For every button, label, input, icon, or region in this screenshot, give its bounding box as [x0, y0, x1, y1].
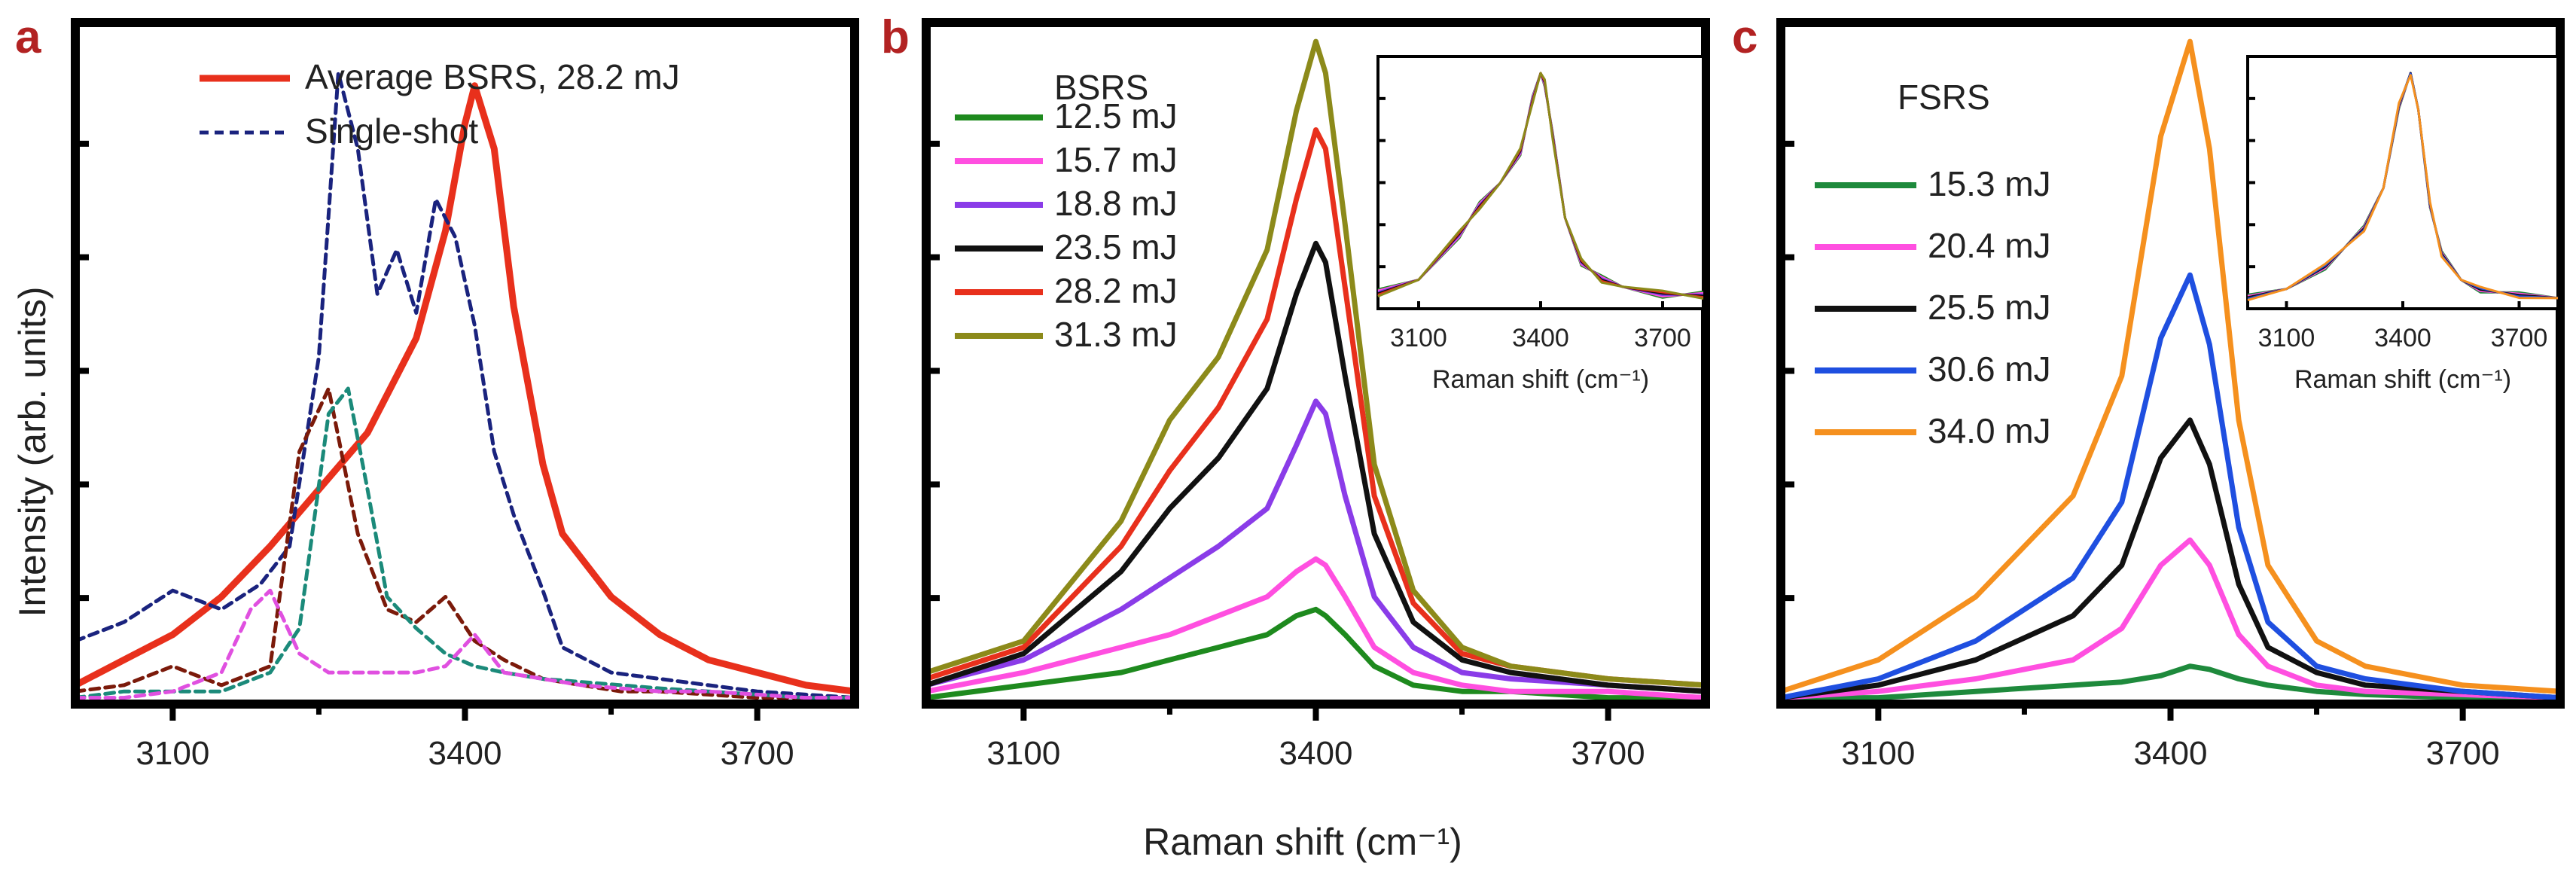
legend-label: 15.7 mJ	[1054, 140, 1178, 179]
inset-x-tick-label: 3700	[2491, 324, 2548, 352]
inset-x-axis-title: Raman shift (cm⁻¹)	[2294, 365, 2511, 394]
panel-a: 3100 3400 3700 Average BSRS, 28.2 mJ Single-…	[71, 18, 859, 772]
legend-label: 12.5 mJ	[1054, 96, 1178, 136]
series-line-c-1	[1785, 537, 2556, 700]
x-tick-label: 3100	[136, 735, 209, 772]
series-line-a-2	[80, 386, 850, 700]
series-line-b-4	[931, 127, 1701, 688]
inset-x-tick-label: 3400	[1512, 324, 1569, 352]
panel-letter-c: c	[1732, 11, 1757, 63]
legend-label: 18.8 mJ	[1054, 184, 1178, 223]
legend-label: 20.4 mJ	[1928, 226, 2051, 265]
inset-series-line	[2247, 74, 2559, 302]
x-tick-label: 3400	[428, 735, 502, 772]
chart-panels: 3100 3400 3700 Average BSRS, 28.2 mJ Single-…	[71, 18, 2565, 772]
x-tick-label: 3100	[1841, 735, 1915, 772]
series-line-b-3	[931, 240, 1701, 694]
x-tick-label: 3700	[721, 735, 794, 772]
series-line-c-4	[1785, 38, 2556, 694]
inset-x-axis-title: Raman shift (cm⁻¹)	[1432, 365, 1649, 394]
legend-label: Average BSRS, 28.2 mJ	[305, 57, 680, 96]
legend-label: 31.3 mJ	[1054, 315, 1178, 354]
legend-label: 15.3 mJ	[1928, 164, 2051, 203]
panel-letter-b: b	[881, 11, 910, 63]
series-line-b-0	[931, 606, 1701, 700]
legend-title: FSRS	[1898, 78, 1990, 117]
series-line-c-3	[1785, 272, 2556, 700]
inset-c: 3100 3400 3700 Raman shift (cm⁻¹)	[2246, 55, 2559, 394]
x-tick-label: 3700	[2426, 735, 2500, 772]
inset-x-tick-label: 3400	[2374, 324, 2431, 352]
legend-title: BSRS	[1054, 68, 1148, 107]
x-tick-label: 3100	[986, 735, 1060, 772]
x-axis-title: Raman shift (cm⁻¹)	[1143, 821, 1462, 863]
series-line-a-4	[80, 588, 850, 700]
legend-label: 25.5 mJ	[1928, 288, 2051, 327]
series-line-c-0	[1785, 663, 2556, 700]
legend-label: 30.6 mJ	[1928, 349, 2051, 389]
legend-label: Single-shot	[305, 111, 478, 151]
x-tick-label: 3400	[2134, 735, 2208, 772]
x-tick-label: 3400	[1279, 735, 1353, 772]
inset-b: 3100 3400 3700 Raman shift (cm⁻¹)	[1376, 55, 1705, 394]
inset-x-tick-label: 3700	[1634, 324, 1691, 352]
series-line-a-1	[80, 71, 850, 700]
inset-series-line	[1377, 72, 1704, 300]
series-group-b	[931, 38, 1701, 700]
series-line-b-5	[931, 38, 1701, 688]
series-group-a	[80, 71, 850, 700]
legend-label: 23.5 mJ	[1054, 227, 1178, 267]
series-line-a-3	[80, 386, 850, 700]
panel-letter-a: a	[15, 11, 41, 63]
series-line-c-2	[1785, 417, 2556, 700]
legend-label: 34.0 mJ	[1928, 411, 2051, 450]
legend-label: 28.2 mJ	[1054, 271, 1178, 310]
inset-x-tick-label: 3100	[2258, 324, 2315, 352]
panel-c: 3100 3400 3700 FSRS 15.3 mJ 20.4 mJ 25.5 mJ 30.…	[1776, 18, 2565, 772]
x-tick-label: 3700	[1572, 735, 1645, 772]
y-axis-title: Intensity (arb. units)	[11, 286, 53, 617]
series-line-b-1	[931, 556, 1701, 700]
series-line-b-2	[931, 398, 1701, 694]
series-group-c	[1785, 38, 2556, 700]
inset-x-tick-label: 3100	[1390, 324, 1447, 352]
series-line-a-0	[80, 82, 850, 694]
